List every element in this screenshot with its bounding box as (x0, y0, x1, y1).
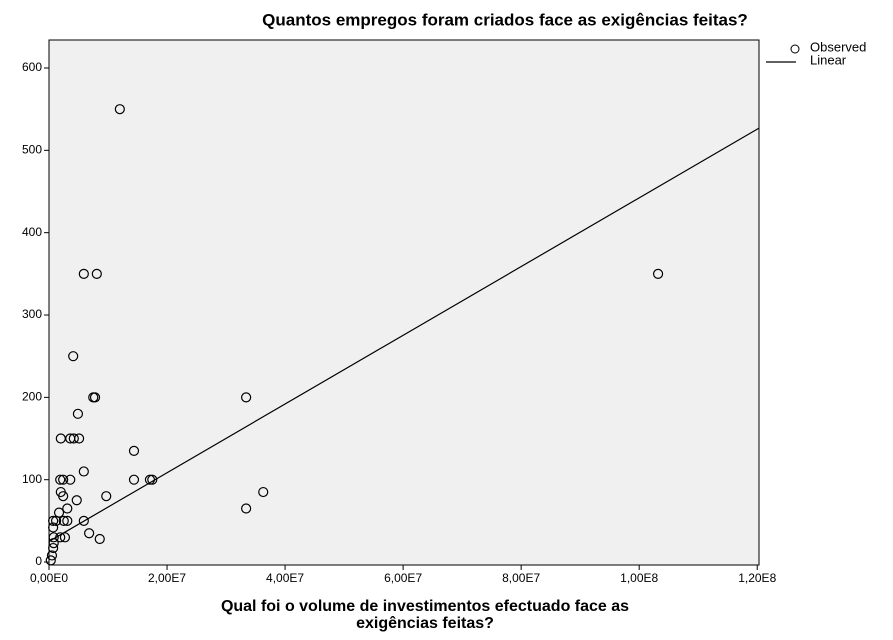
point (45, 555, 56, 566)
point (71, 495, 82, 506)
y-tick-label: 400 (22, 225, 42, 239)
plot-area (48, 39, 760, 566)
x-tick-label: 1,00E8 (620, 571, 658, 585)
point (84, 528, 95, 539)
y-tick-label: 0 (35, 554, 42, 568)
point (652, 268, 664, 279)
fit-line (48, 127, 760, 542)
point (46, 550, 58, 561)
x-tick-label: 2,00E7 (148, 571, 186, 585)
point (147, 474, 158, 485)
point (48, 522, 59, 533)
point (48, 532, 59, 543)
point (78, 268, 89, 279)
x-tick-label: 4,00E7 (266, 571, 304, 585)
legend-label: Linear (810, 52, 847, 67)
legend-label: Observed (810, 39, 866, 54)
point (241, 503, 252, 514)
y-tick-label: 500 (22, 143, 42, 157)
point (68, 351, 79, 362)
point (68, 433, 79, 444)
point (58, 474, 69, 485)
point (58, 491, 69, 502)
point (114, 104, 125, 115)
legend-symbol (790, 44, 800, 54)
point (48, 515, 59, 526)
x-axis-label: Qual foi o volume de investimentos efect… (220, 598, 630, 632)
point (241, 392, 252, 403)
point (128, 445, 140, 456)
y-tick-label: 600 (22, 60, 42, 74)
chart-title: Quantos empregos foram criados face as e… (262, 10, 748, 29)
point (50, 515, 62, 526)
x-tick-label: 1,20E8 (738, 571, 776, 585)
point (89, 392, 101, 403)
y-tick-label: 100 (22, 472, 42, 486)
point (94, 533, 105, 545)
point (72, 408, 84, 419)
y-tick-label: 300 (22, 307, 42, 321)
point (62, 503, 73, 514)
point (55, 474, 66, 485)
point (78, 466, 89, 477)
point (58, 515, 69, 526)
y-tick-label: 200 (22, 390, 42, 404)
point (101, 491, 112, 502)
point (73, 433, 85, 444)
point (62, 515, 73, 526)
point (65, 474, 76, 485)
point (128, 474, 140, 485)
x-tick-label: 8,00E7 (502, 571, 540, 585)
x-tick-label: 0,00E0 (30, 571, 68, 585)
x-tick-label: 6,00E7 (384, 571, 422, 585)
point (78, 515, 89, 526)
point (258, 486, 269, 498)
point (91, 268, 102, 279)
point (48, 542, 59, 554)
